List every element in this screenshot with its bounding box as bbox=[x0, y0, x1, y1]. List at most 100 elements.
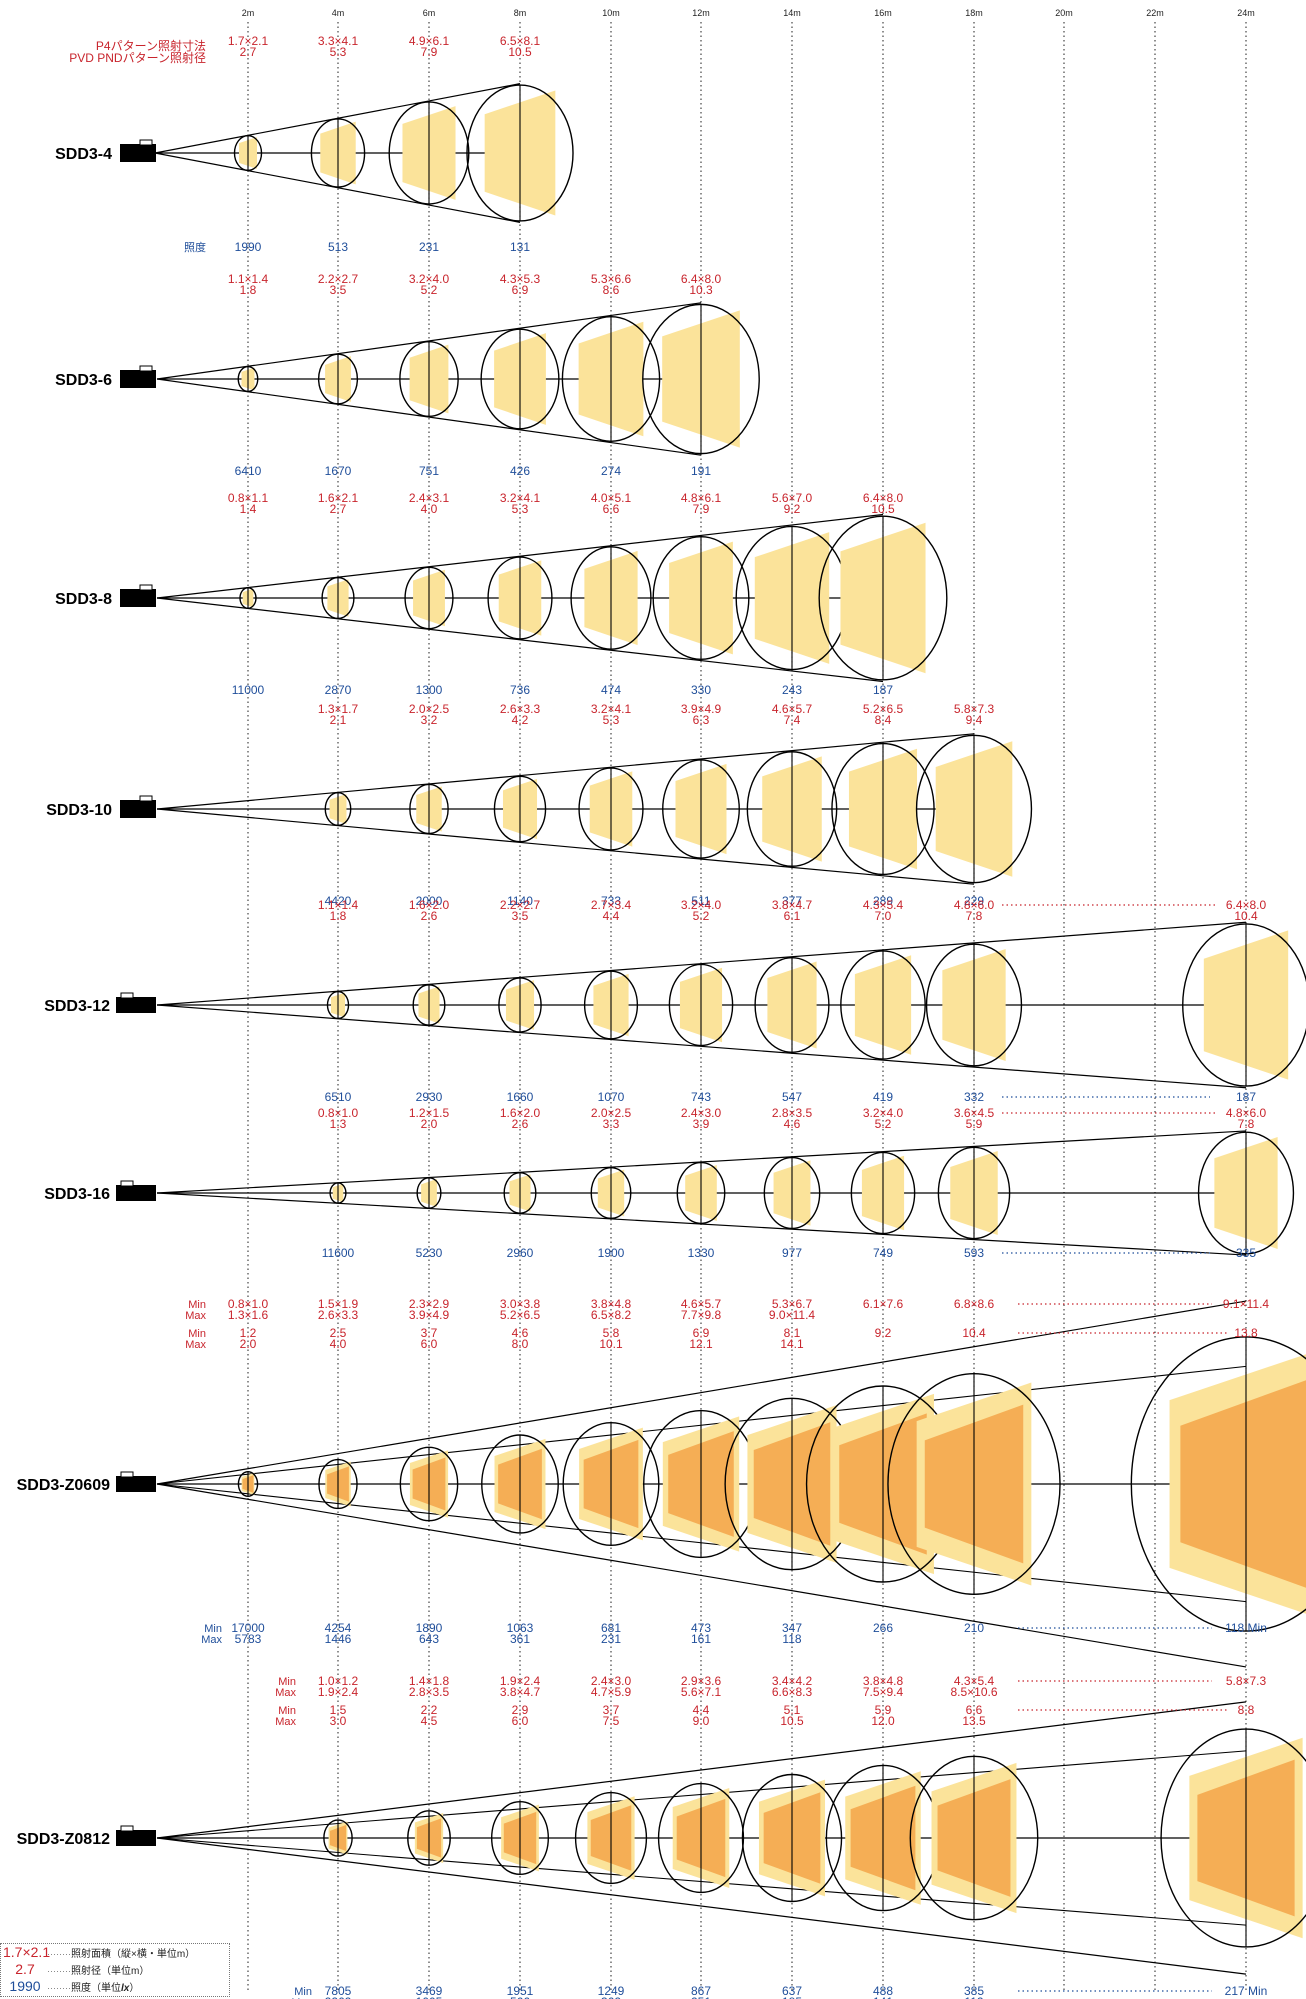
lux-max-label: 362 bbox=[601, 1995, 621, 1999]
beam-spot bbox=[652, 535, 750, 661]
legend-leader: ········ bbox=[47, 1949, 71, 1959]
diameter-max-label: 10.1 bbox=[599, 1337, 623, 1351]
lux-min-label: 7805 bbox=[325, 1984, 352, 1998]
legend-lux-value: 1990 bbox=[9, 1978, 41, 1994]
lux-label: 335 bbox=[1236, 1246, 1256, 1260]
lux-label: 229 bbox=[964, 894, 984, 908]
lux-label: 751 bbox=[419, 464, 439, 478]
area-min-label: 0.8×1.0 bbox=[228, 1297, 269, 1311]
lux-max-label: 185 bbox=[782, 1995, 802, 1999]
area-min-label: 3.0×3.8 bbox=[500, 1297, 541, 1311]
lux-min-label: 1249 bbox=[598, 1984, 625, 1998]
lux-label: 743 bbox=[691, 1090, 711, 1104]
diameter-min-label: 1.5 bbox=[330, 1703, 347, 1717]
beam-spot bbox=[237, 1471, 259, 1497]
area-max-label: 2.6×3.3 bbox=[318, 1308, 359, 1322]
area-label: 5.8×7.3 bbox=[1226, 1674, 1267, 1688]
illuminated-core bbox=[1180, 1380, 1306, 1588]
diameter-label: 2.7 bbox=[240, 45, 257, 59]
beam-spot bbox=[493, 775, 547, 843]
diameter-min-label: 5.9 bbox=[875, 1703, 892, 1717]
beam-spot bbox=[239, 587, 257, 609]
min-label: Min bbox=[204, 1623, 222, 1635]
area-label: 2.4×3.0 bbox=[681, 1106, 722, 1120]
lux-label: 289 bbox=[873, 894, 893, 908]
area-label: 1.1×1.4 bbox=[228, 272, 269, 286]
diameter-label: 1.4 bbox=[240, 502, 257, 516]
lux-min-label: 17000 bbox=[231, 1621, 265, 1635]
lux-label: 419 bbox=[873, 1090, 893, 1104]
lamp-icon bbox=[120, 365, 156, 388]
area-min-label: 6.8×8.6 bbox=[954, 1297, 995, 1311]
lux-max-label: 361 bbox=[510, 1632, 530, 1646]
diameter-label: 5.2 bbox=[421, 283, 438, 297]
header-pattern-dimension: P4パターン照射寸法 bbox=[96, 38, 206, 53]
area-label: 3.6×4.5 bbox=[954, 1106, 995, 1120]
lux-max-label: 118 bbox=[782, 1632, 801, 1646]
diameter-label: 4.0 bbox=[421, 502, 438, 516]
lux-label: 513 bbox=[328, 240, 348, 254]
model-name: SDD3-10 bbox=[46, 802, 112, 819]
area-min-label: 3.8×4.8 bbox=[591, 1297, 632, 1311]
legend-row-lux: 1990 ········照度（単位lx） bbox=[3, 1978, 139, 1995]
beam-edge-bottom bbox=[156, 1837, 1247, 1975]
beam-spot bbox=[416, 1177, 442, 1209]
area-label: 2.4×3.1 bbox=[409, 491, 450, 505]
lux-label: 1990 bbox=[235, 240, 262, 254]
model-name: SDD3-Z0609 bbox=[17, 1477, 110, 1494]
area-label: 2.0×2.5 bbox=[409, 702, 450, 716]
beam-spot bbox=[407, 1810, 451, 1866]
diameter-label: 7.4 bbox=[784, 713, 801, 727]
min-label: Min bbox=[294, 1986, 312, 1998]
lux-label: 6410 bbox=[235, 464, 262, 478]
lamp-icon bbox=[120, 584, 156, 607]
lamp-handle bbox=[139, 365, 153, 372]
beam-spot bbox=[480, 328, 560, 430]
area-min-label: 2.3×2.9 bbox=[409, 1297, 450, 1311]
beam-spot bbox=[1130, 1336, 1306, 1632]
beam-spot bbox=[324, 791, 352, 827]
diameter-max-label: 2.0 bbox=[240, 1337, 257, 1351]
lamp-icon bbox=[116, 1825, 156, 1846]
beam-spot bbox=[887, 1373, 1061, 1595]
legend-row-diameter: 2.7 ········照射径（単位m） bbox=[3, 1961, 149, 1978]
diameter-label: 8.6 bbox=[603, 283, 620, 297]
lux-max-label: 566 bbox=[510, 1995, 530, 1999]
lux-min-label: 1890 bbox=[416, 1621, 443, 1635]
area-label: 6.4×8.0 bbox=[1226, 898, 1267, 912]
lux-label: 377 bbox=[782, 894, 802, 908]
lux-max-label: 1446 bbox=[325, 1632, 352, 1646]
lux-header: 照度 bbox=[184, 240, 206, 254]
diameter-label: 2.0 bbox=[421, 1117, 438, 1131]
lux-label: 118 Min bbox=[1225, 1621, 1267, 1635]
area-label: 1.6×2.0 bbox=[500, 1106, 541, 1120]
area-max-label: 6.5×8.2 bbox=[591, 1308, 632, 1322]
lamp-body bbox=[116, 1476, 156, 1492]
area-label: 1.7×2.1 bbox=[228, 34, 269, 48]
lux-label: 474 bbox=[601, 683, 621, 697]
diameter-label: 1.3 bbox=[330, 1117, 347, 1131]
distance-label: 16m bbox=[874, 8, 892, 18]
lamp-icon bbox=[120, 139, 156, 162]
diameter-max-label: 12.1 bbox=[689, 1337, 713, 1351]
lux-label: 736 bbox=[510, 683, 530, 697]
lux-label: 1330 bbox=[688, 1246, 715, 1260]
distance-label: 20m bbox=[1055, 8, 1073, 18]
diameter-label: 7.8 bbox=[1238, 1117, 1255, 1131]
beam-spot bbox=[326, 990, 350, 1020]
distance-label: 10m bbox=[602, 8, 620, 18]
area-min-label: 1.9×2.4 bbox=[500, 1674, 541, 1688]
beam-spot bbox=[657, 1782, 745, 1894]
area-label: 2.8×3.5 bbox=[772, 1106, 813, 1120]
diameter-label: 3.3 bbox=[603, 1117, 620, 1131]
lamp-handle bbox=[120, 992, 134, 999]
min-label: Min bbox=[278, 1676, 296, 1688]
diameter-label: 10.5 bbox=[871, 502, 895, 516]
beam-spot bbox=[404, 566, 454, 630]
beam-spot bbox=[490, 1800, 550, 1875]
lux-label: 426 bbox=[510, 464, 530, 478]
beam-spot bbox=[399, 340, 459, 418]
beam-spot bbox=[562, 1422, 660, 1546]
beam-spot bbox=[754, 957, 830, 1053]
